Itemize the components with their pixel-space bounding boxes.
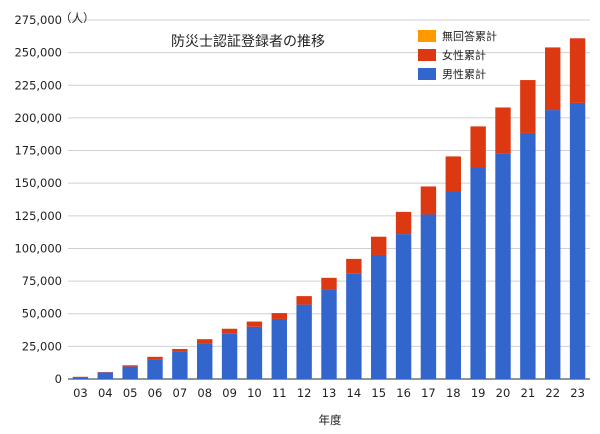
y-tick-label: 225,000: [14, 78, 62, 92]
bar-segment: [246, 321, 263, 327]
y-tick-label: 125,000: [14, 209, 62, 223]
bar-segment: [569, 38, 586, 103]
x-tick-label: 21: [521, 386, 536, 400]
bar-segment: [495, 107, 511, 154]
bar-segment: [445, 191, 461, 379]
y-axis-unit-label: （人）: [60, 11, 95, 25]
y-tick-label: 150,000: [14, 176, 62, 190]
bar-segment: [495, 153, 511, 379]
bar-segment: [271, 318, 287, 379]
bar-segment: [545, 110, 561, 380]
x-tick-label: 03: [73, 386, 88, 400]
bar-segment: [172, 351, 188, 379]
bars: [72, 38, 586, 380]
bar-segment: [470, 126, 486, 168]
bar-segment: [321, 277, 337, 290]
x-tick-label: 23: [570, 386, 585, 400]
legend-swatch: [418, 49, 436, 61]
legend-swatch: [418, 68, 436, 80]
y-tick-label: 75,000: [22, 274, 62, 288]
x-tick-label: 20: [496, 386, 511, 400]
x-tick-label: 22: [545, 386, 560, 400]
legend-label: 無回答累計: [442, 29, 497, 43]
y-axis-tick-labels: 0 25,000 50,000 75,000 100,000 125,000 150,000…: [14, 13, 62, 386]
x-tick-label: 17: [421, 386, 436, 400]
bar-segment: [321, 289, 337, 379]
y-tick-label: 50,000: [22, 307, 62, 321]
x-tick-label: 19: [471, 386, 486, 400]
bar-segment: [445, 156, 461, 192]
x-tick-label: 14: [347, 386, 362, 400]
x-tick-label: 07: [173, 386, 188, 400]
x-tick-label: 11: [272, 386, 287, 400]
bar-segment: [296, 304, 312, 379]
bar-segment: [97, 372, 113, 379]
y-tick-label: 275,000: [14, 13, 62, 27]
bar-segment: [420, 214, 437, 379]
bar-segment: [346, 258, 362, 274]
y-tick-label: 250,000: [14, 46, 62, 60]
x-tick-label: 18: [446, 386, 461, 400]
x-axis-tick-labels: 03 04 05 06 07 08 09 10 11 12 13 14 15 16 17 18 19 20 21 22…: [73, 386, 585, 400]
x-tick-label: 16: [396, 386, 411, 400]
x-tick-label: 12: [297, 386, 312, 400]
legend-label: 男性累計: [442, 67, 486, 81]
bar-segment: [395, 211, 412, 235]
bar-segment: [147, 359, 163, 379]
bar-segment: [520, 132, 536, 379]
bar-segment: [147, 356, 163, 360]
gridlines: [68, 19, 590, 380]
x-tick-label: 10: [247, 386, 262, 400]
y-tick-label: 0: [55, 372, 62, 386]
bar-segment: [246, 326, 263, 379]
y-tick-label: 175,000: [14, 144, 62, 158]
bar-segment: [371, 254, 387, 379]
chart-title: 防災士認証登録者の推移: [171, 34, 325, 50]
bar-segment: [395, 234, 412, 379]
bar-segment: [346, 273, 362, 379]
x-tick-label: 05: [123, 386, 138, 400]
y-tick-label: 25,000: [22, 339, 62, 353]
bar-segment: [122, 365, 138, 367]
bar-segment: [72, 377, 89, 379]
bar-segment: [197, 339, 213, 344]
bar-segment: [197, 343, 213, 379]
bar-segment: [172, 348, 188, 352]
x-tick-label: 09: [222, 386, 237, 400]
bar-segment: [520, 80, 536, 133]
legend-label: 女性累計: [442, 48, 486, 62]
bar-segment: [122, 366, 138, 379]
legend-swatch: [418, 30, 436, 42]
x-tick-label: 08: [197, 386, 212, 400]
bar-segment: [420, 186, 437, 215]
bar-segment: [545, 47, 561, 111]
x-tick-label: 06: [148, 386, 163, 400]
y-tick-label: 200,000: [14, 111, 62, 125]
x-tick-label: 04: [98, 386, 113, 400]
x-tick-label: 13: [322, 386, 337, 400]
bar-segment: [296, 296, 312, 305]
bar-segment: [371, 236, 387, 255]
bar-segment: [221, 328, 238, 334]
x-tick-label: 15: [371, 386, 386, 400]
y-tick-label: 100,000: [14, 241, 62, 255]
bar-segment: [470, 167, 486, 379]
x-axis-title: 年度: [319, 413, 342, 427]
bar-segment: [221, 333, 238, 379]
bar-segment: [271, 313, 287, 319]
bar-segment: [569, 102, 586, 379]
